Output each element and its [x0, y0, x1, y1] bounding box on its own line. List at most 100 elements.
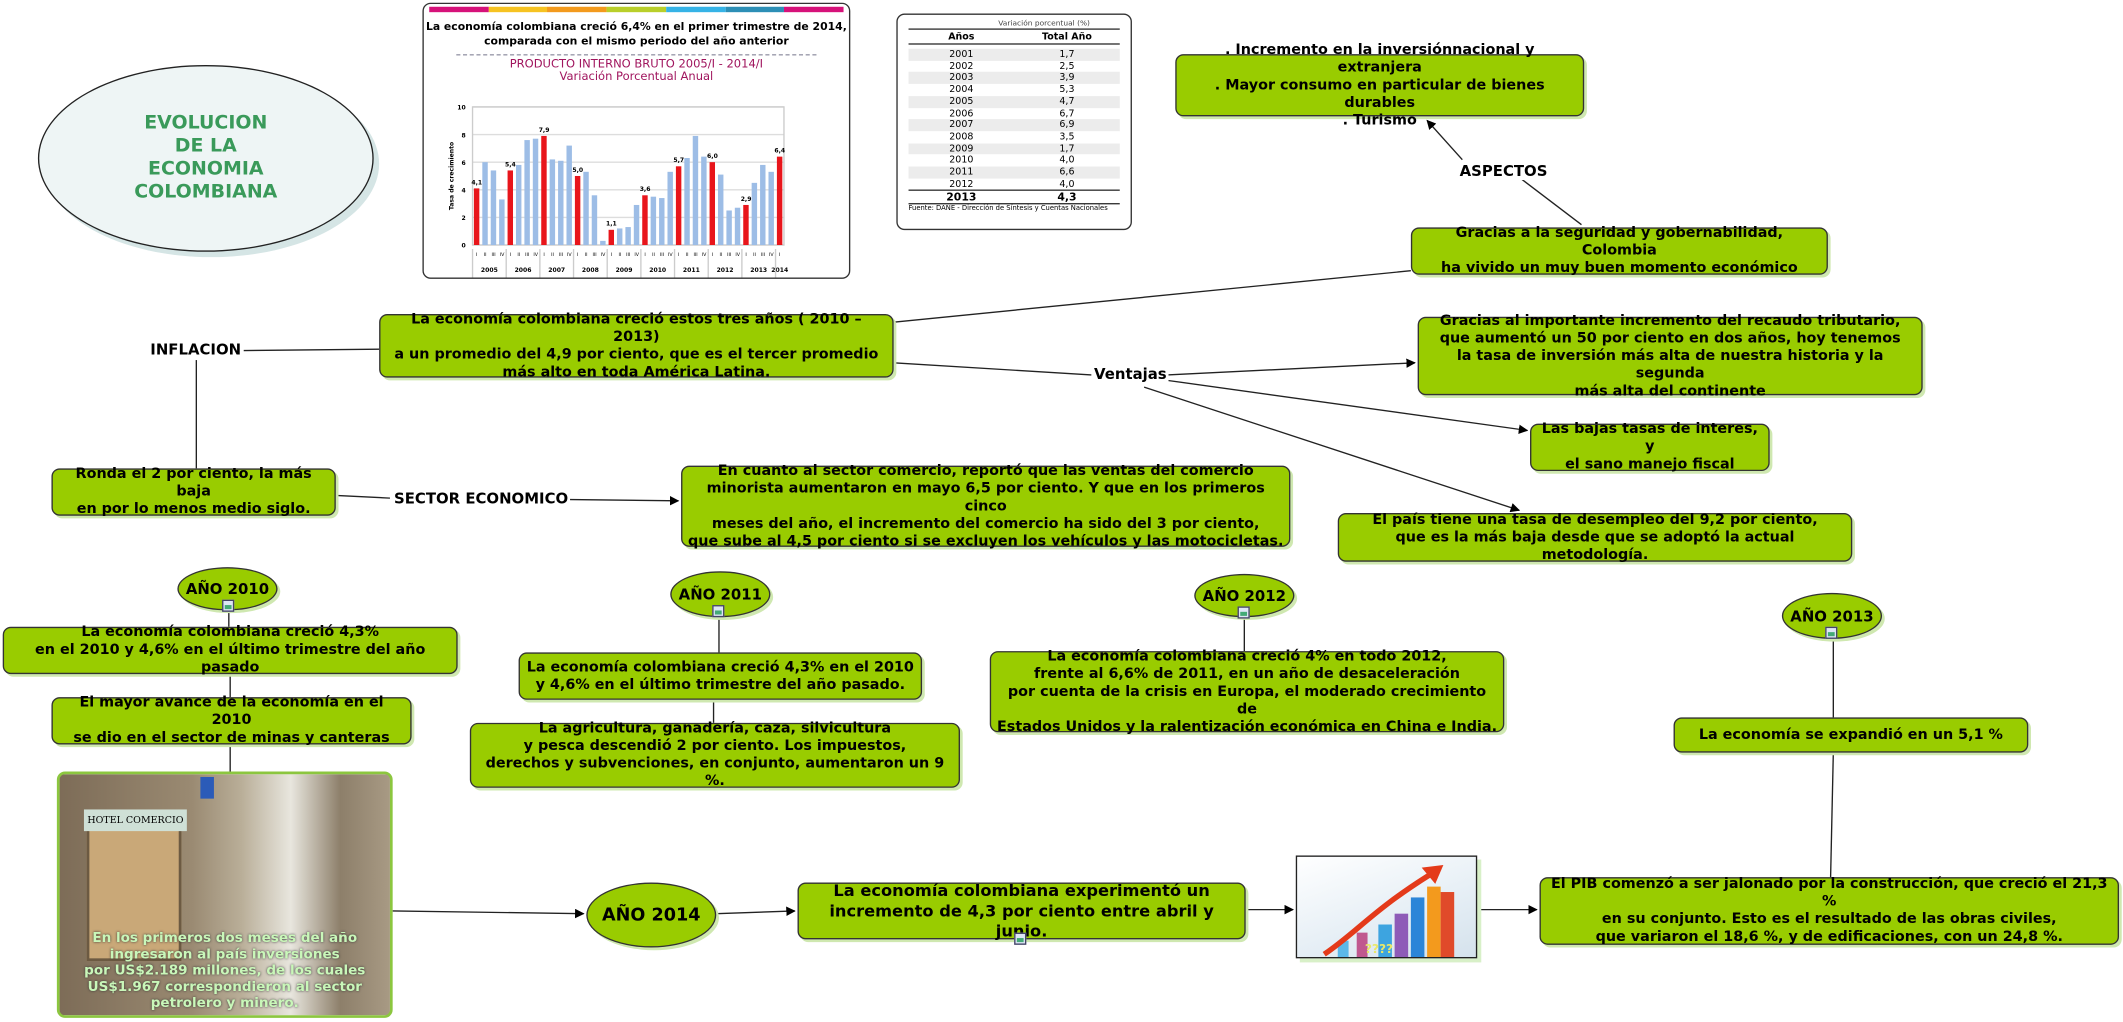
- quarter-label: I: [476, 252, 477, 258]
- quarter-label: IV: [500, 252, 505, 258]
- row-year: 2007: [949, 119, 974, 131]
- quarter-label: III: [592, 252, 596, 258]
- bar: [751, 182, 758, 246]
- quarter-label: I: [745, 252, 746, 258]
- row-value: 5,3: [1059, 84, 1075, 95]
- year-label: 2012: [717, 267, 734, 274]
- year-label: 2006: [515, 267, 532, 274]
- quarter-label: IV: [769, 252, 774, 258]
- hotel-comercio-image[interactable]: HOTEL COMERCIO En los primeros dos meses…: [56, 771, 393, 1018]
- node-ronda[interactable]: Ronda el 2 por ciento, la más baja en po…: [51, 466, 336, 517]
- node-2013[interactable]: La economía se expandió en un 5,1 %: [1673, 717, 2029, 753]
- node-security[interactable]: Gracias a la seguridad y gobernabilidad,…: [1410, 225, 1828, 276]
- bar: [608, 229, 615, 246]
- row-value: 1,7: [1059, 142, 1075, 154]
- quarter-label: III: [525, 252, 529, 258]
- bar: [558, 160, 564, 246]
- node-tasas[interactable]: Las bajas tasas de interes, y el sano ma…: [1530, 421, 1770, 472]
- y-tick-label: 0: [462, 243, 466, 250]
- image-attachment-icon[interactable]: [1237, 606, 1250, 619]
- quarter-label: II: [551, 252, 554, 258]
- quarter-label: I: [779, 252, 780, 258]
- node-2011-agriculture[interactable]: La agricultura, ganadería, caza, silvicu…: [469, 720, 960, 789]
- table-row: 2007 6,9: [908, 119, 1120, 132]
- image-attachment-icon[interactable]: [712, 605, 725, 618]
- total-year: 2013: [946, 191, 977, 204]
- quarter-label: I: [510, 252, 511, 258]
- quarter-label: IV: [567, 252, 572, 258]
- row-value: 6,6: [1059, 166, 1075, 178]
- node-aspects[interactable]: . Incremento en la inversiónnacional y e…: [1175, 41, 1585, 128]
- quarter-label: IV: [735, 252, 740, 258]
- bar: [659, 198, 665, 246]
- quarter-label: III: [727, 252, 731, 258]
- quarter-label: I: [678, 252, 679, 258]
- gdp-table-image: Variación porcentual (%) Años Total Año …: [896, 13, 1132, 231]
- link-aspectos[interactable]: ASPECTOS: [1458, 162, 1549, 181]
- node-2010-growth[interactable]: La economía colombiana creció 4,3% en el…: [2, 624, 458, 675]
- quarter-label: III: [761, 252, 765, 258]
- image-attachment-icon[interactable]: [222, 599, 235, 612]
- row-year: 2008: [949, 131, 974, 143]
- table-row: 2003 3,9: [908, 72, 1120, 85]
- data-label: 5,0: [572, 167, 583, 174]
- quarter-label: I: [577, 252, 578, 258]
- node-2011-growth[interactable]: La economía colombiana creció 4,3% en el…: [518, 652, 923, 700]
- bar: [532, 138, 539, 246]
- growth-arrow-icon: [1322, 864, 1444, 957]
- stripe-segment: [725, 6, 785, 13]
- image-attachment-icon[interactable]: [1825, 626, 1838, 639]
- year-2014[interactable]: AÑO 2014: [586, 882, 717, 948]
- link-sector-economico[interactable]: SECTOR ECONOMICO: [392, 490, 570, 508]
- row-year: 2004: [949, 84, 974, 95]
- bar: [709, 162, 716, 246]
- quarter-label: I: [543, 252, 544, 258]
- bar: [591, 195, 598, 246]
- node-pib[interactable]: El PIB comenzó a ser jalonado por la con…: [1539, 876, 2120, 945]
- y-tick-label: 4: [462, 187, 466, 194]
- bar: [760, 164, 766, 246]
- data-label: 6,0: [707, 153, 718, 160]
- node-central[interactable]: La economía colombiana creció estos tres…: [379, 311, 894, 380]
- node-2010-mining[interactable]: El mayor avance de la economía en el 201…: [51, 694, 412, 746]
- stripe-segment: [784, 6, 844, 13]
- row-year: 2012: [949, 178, 974, 190]
- bar: [633, 204, 640, 246]
- image-attachment-icon[interactable]: [1014, 932, 1027, 945]
- map-title: EVOLUCION DE LA ECONOMIA COLOMBIANA: [134, 112, 278, 204]
- quarter-label: IV: [668, 252, 673, 258]
- quarter-label: II: [517, 252, 520, 258]
- table-source: Fuente: DANE - Dirección de Síntesis y C…: [908, 203, 1120, 213]
- link-inflacion[interactable]: INFLACION: [148, 341, 243, 359]
- node-2014[interactable]: La economía colombiana experimentó un in…: [797, 881, 1246, 940]
- quarter-label: II: [652, 252, 655, 258]
- quarter-label: III: [626, 252, 630, 258]
- quarter-label: II: [618, 252, 621, 258]
- year-label: 2011: [683, 267, 700, 274]
- growth-chart-image[interactable]: ????: [1295, 855, 1478, 959]
- quarter-label: II: [484, 252, 487, 258]
- chart-title: PRODUCTO INTERNO BRUTO 2005/I - 2014/I: [509, 58, 764, 72]
- bar: [776, 156, 783, 246]
- node-comercio[interactable]: En cuanto al sector comercio, reportó qu…: [681, 462, 1291, 549]
- row-year: 2002: [949, 60, 974, 72]
- y-tick-label: 6: [462, 160, 466, 167]
- total-value: 4,3: [1057, 191, 1077, 204]
- bar: [743, 204, 749, 246]
- link-ventajas[interactable]: Ventajas: [1092, 365, 1168, 384]
- bar: [515, 164, 522, 246]
- quarter-label: II: [719, 252, 722, 258]
- header-total: Total Año: [1042, 31, 1092, 42]
- bar: [616, 228, 623, 246]
- node-desempleo[interactable]: El país tiene una tasa de desempleo del …: [1337, 511, 1853, 562]
- gdp-chart-image: La economía colombiana creció 6,4% en el…: [422, 2, 851, 279]
- quarter-label: I: [644, 252, 645, 258]
- data-label: 4,1: [471, 179, 482, 186]
- color-stripe: [429, 6, 844, 13]
- row-year: 2009: [949, 142, 974, 154]
- table-row: 2004 5,3: [908, 84, 1120, 96]
- node-recaudo[interactable]: Gracias al importante incremento del rec…: [1417, 312, 1923, 399]
- node-2012[interactable]: La economía colombiana creció 4% en todo…: [989, 648, 1505, 734]
